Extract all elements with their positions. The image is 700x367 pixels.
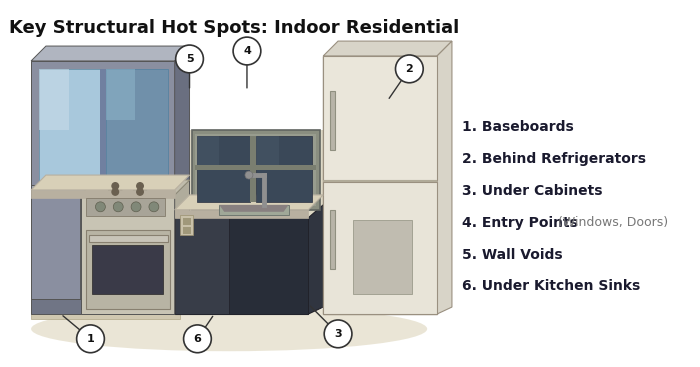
Polygon shape bbox=[31, 195, 80, 299]
Circle shape bbox=[111, 188, 119, 196]
Circle shape bbox=[136, 182, 144, 190]
Polygon shape bbox=[197, 137, 219, 165]
Polygon shape bbox=[39, 69, 69, 130]
Circle shape bbox=[149, 202, 159, 212]
Polygon shape bbox=[197, 137, 250, 202]
Bar bbox=[330, 91, 335, 150]
Text: 6: 6 bbox=[193, 334, 202, 344]
Bar bbox=[195, 165, 316, 170]
Polygon shape bbox=[309, 205, 323, 314]
Circle shape bbox=[395, 55, 423, 83]
Polygon shape bbox=[31, 299, 80, 314]
Circle shape bbox=[113, 202, 123, 212]
Text: 2. Behind Refrigerators: 2. Behind Refrigerators bbox=[462, 152, 646, 166]
Polygon shape bbox=[106, 69, 135, 120]
Bar bbox=[323, 180, 437, 182]
Polygon shape bbox=[175, 218, 309, 314]
Bar bbox=[250, 137, 256, 202]
Circle shape bbox=[108, 185, 122, 199]
Text: 4: 4 bbox=[243, 46, 251, 56]
Polygon shape bbox=[31, 61, 180, 289]
Polygon shape bbox=[180, 130, 328, 294]
Polygon shape bbox=[80, 185, 90, 299]
Circle shape bbox=[111, 182, 119, 190]
Polygon shape bbox=[229, 218, 309, 314]
Text: 1: 1 bbox=[87, 334, 94, 344]
Bar bbox=[100, 69, 106, 182]
Bar bbox=[195, 134, 316, 206]
Polygon shape bbox=[31, 175, 190, 190]
Ellipse shape bbox=[31, 306, 427, 351]
Text: 3. Under Cabinets: 3. Under Cabinets bbox=[462, 184, 602, 198]
Circle shape bbox=[108, 179, 122, 193]
Bar bbox=[31, 185, 175, 195]
Polygon shape bbox=[256, 137, 312, 202]
Bar bbox=[88, 235, 168, 241]
Text: 1. Baseboards: 1. Baseboards bbox=[462, 120, 573, 134]
Polygon shape bbox=[323, 56, 437, 180]
Polygon shape bbox=[80, 180, 190, 195]
Bar bbox=[31, 307, 180, 319]
Text: 4. Entry Points: 4. Entry Points bbox=[462, 216, 578, 230]
Polygon shape bbox=[39, 69, 100, 182]
Text: 2: 2 bbox=[405, 64, 413, 74]
Circle shape bbox=[136, 188, 144, 196]
Polygon shape bbox=[323, 56, 437, 314]
Text: Key Structural Hot Spots: Indoor Residential: Key Structural Hot Spots: Indoor Residen… bbox=[9, 19, 460, 37]
Circle shape bbox=[245, 171, 253, 179]
Bar bbox=[31, 190, 175, 198]
Bar bbox=[192, 130, 320, 210]
Polygon shape bbox=[80, 195, 175, 314]
Polygon shape bbox=[31, 46, 190, 61]
Polygon shape bbox=[175, 180, 190, 314]
Polygon shape bbox=[353, 220, 412, 294]
Text: (Windows, Doors): (Windows, Doors) bbox=[554, 216, 668, 229]
Polygon shape bbox=[219, 205, 288, 212]
Bar bbox=[175, 210, 309, 218]
Bar bbox=[180, 215, 193, 235]
Polygon shape bbox=[437, 41, 452, 314]
Circle shape bbox=[133, 179, 147, 193]
Polygon shape bbox=[219, 205, 288, 215]
Polygon shape bbox=[323, 182, 437, 314]
Polygon shape bbox=[323, 41, 452, 56]
Bar bbox=[330, 210, 335, 269]
Circle shape bbox=[76, 325, 104, 353]
Text: 6. Under Kitchen Sinks: 6. Under Kitchen Sinks bbox=[462, 279, 640, 293]
Circle shape bbox=[176, 45, 204, 73]
Circle shape bbox=[324, 320, 352, 348]
Text: 3: 3 bbox=[334, 329, 342, 339]
Text: 5. Wall Voids: 5. Wall Voids bbox=[462, 247, 563, 262]
Polygon shape bbox=[31, 61, 175, 195]
Bar bbox=[183, 218, 190, 225]
Polygon shape bbox=[256, 137, 279, 165]
Circle shape bbox=[233, 37, 261, 65]
Polygon shape bbox=[106, 69, 168, 182]
Polygon shape bbox=[175, 195, 323, 210]
Bar bbox=[183, 227, 190, 234]
Bar bbox=[85, 198, 164, 216]
Polygon shape bbox=[85, 230, 169, 309]
Circle shape bbox=[133, 185, 147, 199]
Polygon shape bbox=[175, 218, 229, 314]
Circle shape bbox=[131, 202, 141, 212]
Circle shape bbox=[183, 325, 211, 353]
Circle shape bbox=[95, 202, 106, 212]
Text: 5: 5 bbox=[186, 54, 193, 64]
Polygon shape bbox=[92, 244, 163, 294]
Polygon shape bbox=[175, 46, 190, 205]
